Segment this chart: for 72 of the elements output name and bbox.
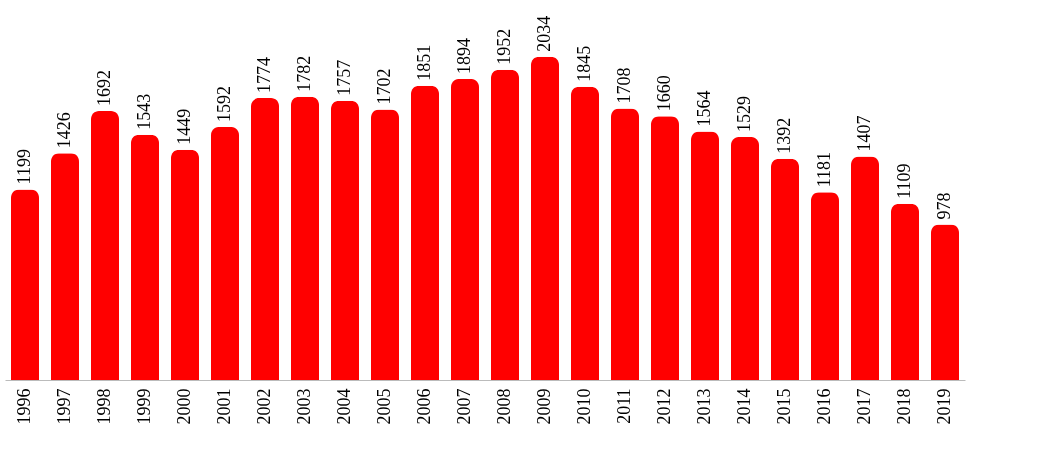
data-label: 1181 (814, 151, 834, 188)
x-tick-label: 1996 (14, 388, 34, 425)
x-tick-label: 2008 (494, 388, 514, 425)
data-label: 1757 (334, 59, 354, 96)
x-tick-label: 2003 (294, 388, 314, 425)
data-label: 1851 (414, 44, 434, 81)
data-label: 1564 (694, 90, 714, 127)
bar (731, 136, 759, 380)
data-label: 1109 (894, 163, 914, 199)
data-label: 1449 (174, 108, 194, 145)
x-tick-label: 2000 (174, 388, 194, 425)
bar (131, 134, 159, 380)
data-label: 1543 (134, 93, 154, 130)
data-label: 1407 (854, 115, 874, 152)
data-label: 1199 (14, 149, 34, 185)
x-tick-label: 2007 (454, 388, 474, 425)
bar (251, 98, 279, 380)
bar (371, 109, 399, 380)
data-label: 1392 (774, 117, 794, 154)
x-tick-label: 2016 (814, 388, 834, 425)
x-tick-label: 2011 (614, 388, 634, 424)
data-label: 2034 (534, 15, 554, 52)
bar (411, 85, 439, 380)
bar (771, 158, 799, 380)
x-tick-label: 2006 (414, 388, 434, 425)
bar (851, 156, 879, 380)
data-label: 1708 (614, 67, 634, 104)
data-label: 1426 (54, 112, 74, 149)
x-tick-label: 2014 (734, 388, 754, 425)
x-tick-label: 1999 (134, 388, 154, 425)
bar (611, 108, 639, 380)
data-label: 1702 (374, 68, 394, 105)
bar (491, 69, 519, 380)
bar (331, 100, 359, 380)
x-tick-label: 2005 (374, 388, 394, 425)
data-label: 1952 (494, 28, 514, 65)
bar (531, 56, 559, 380)
bar (651, 116, 679, 380)
bar (811, 192, 839, 380)
x-tick-label: 2018 (894, 388, 914, 425)
bar (891, 203, 919, 380)
data-label: 1592 (214, 85, 234, 122)
bar (451, 78, 479, 380)
x-tick-label: 2013 (694, 388, 714, 425)
x-tick-label: 2009 (534, 388, 554, 425)
data-label: 1845 (574, 45, 594, 82)
x-tick-label: 2015 (774, 388, 794, 425)
bar (91, 111, 119, 380)
data-label: 1692 (94, 70, 114, 107)
bar (291, 96, 319, 380)
data-label: 1782 (294, 55, 314, 92)
data-label: 1894 (454, 37, 474, 74)
bar (571, 86, 599, 380)
bar (11, 189, 39, 380)
x-tick-label: 2010 (574, 388, 594, 425)
x-tick-label: 1997 (54, 388, 74, 425)
bar (171, 149, 199, 380)
data-label: 978 (934, 192, 954, 220)
data-label: 1774 (254, 57, 274, 94)
x-tick-label: 1998 (94, 388, 114, 425)
x-tick-label: 2019 (934, 388, 954, 425)
bar (51, 153, 79, 380)
bar (931, 224, 959, 380)
x-tick-label: 2004 (334, 388, 354, 425)
data-label: 1529 (734, 95, 754, 132)
x-tick-label: 2017 (854, 388, 874, 425)
bar (211, 126, 239, 380)
x-tick-label: 2001 (214, 388, 234, 425)
x-tick-label: 2002 (254, 388, 274, 425)
x-tick-label: 2012 (654, 388, 674, 425)
bar (691, 131, 719, 380)
data-label: 1660 (654, 75, 674, 112)
